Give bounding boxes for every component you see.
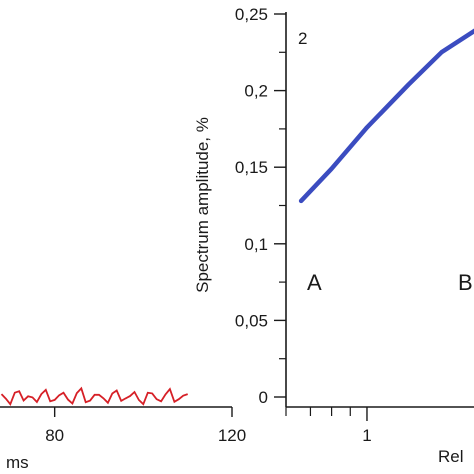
left-x-tick-label: 80 [45, 426, 64, 445]
left-x-tick-label: 120 [218, 426, 246, 445]
right-x-ticks: 11 [285, 407, 372, 445]
right-y-axis-label: Spectrum amplitude, % [193, 117, 212, 293]
left-x-ticks: 80 120 [45, 407, 246, 445]
left-x-axis-label: ms [6, 453, 29, 472]
region-b-label: B [458, 270, 473, 295]
right-x-axis-label: Rel [438, 447, 464, 466]
panel-number-annotation: 2 [298, 29, 307, 48]
right-panel-spectrum: 0 0,05 0,1 0,15 0,2 0,25 11 2 A B Spectrum am… [193, 5, 474, 466]
right-y-tick-label: 0,15 [235, 158, 268, 177]
right-y-tick-label: 0,05 [235, 311, 268, 330]
right-y-tick-label: 0,1 [244, 235, 268, 254]
right-y-tick-label: 0 [259, 388, 268, 407]
left-panel-time-signal: 80 120 ms [0, 386, 246, 472]
time-signal-line [0, 386, 189, 406]
right-y-tick-label: 0,2 [244, 82, 268, 101]
right-y-ticks: 0 0,05 0,1 0,15 0,2 0,25 [235, 5, 286, 407]
spectrum-curve [298, 28, 474, 204]
right-x-tick-label: 1 [362, 426, 371, 445]
right-y-tick-label: 0,25 [235, 5, 268, 24]
region-a-label: A [307, 270, 322, 295]
